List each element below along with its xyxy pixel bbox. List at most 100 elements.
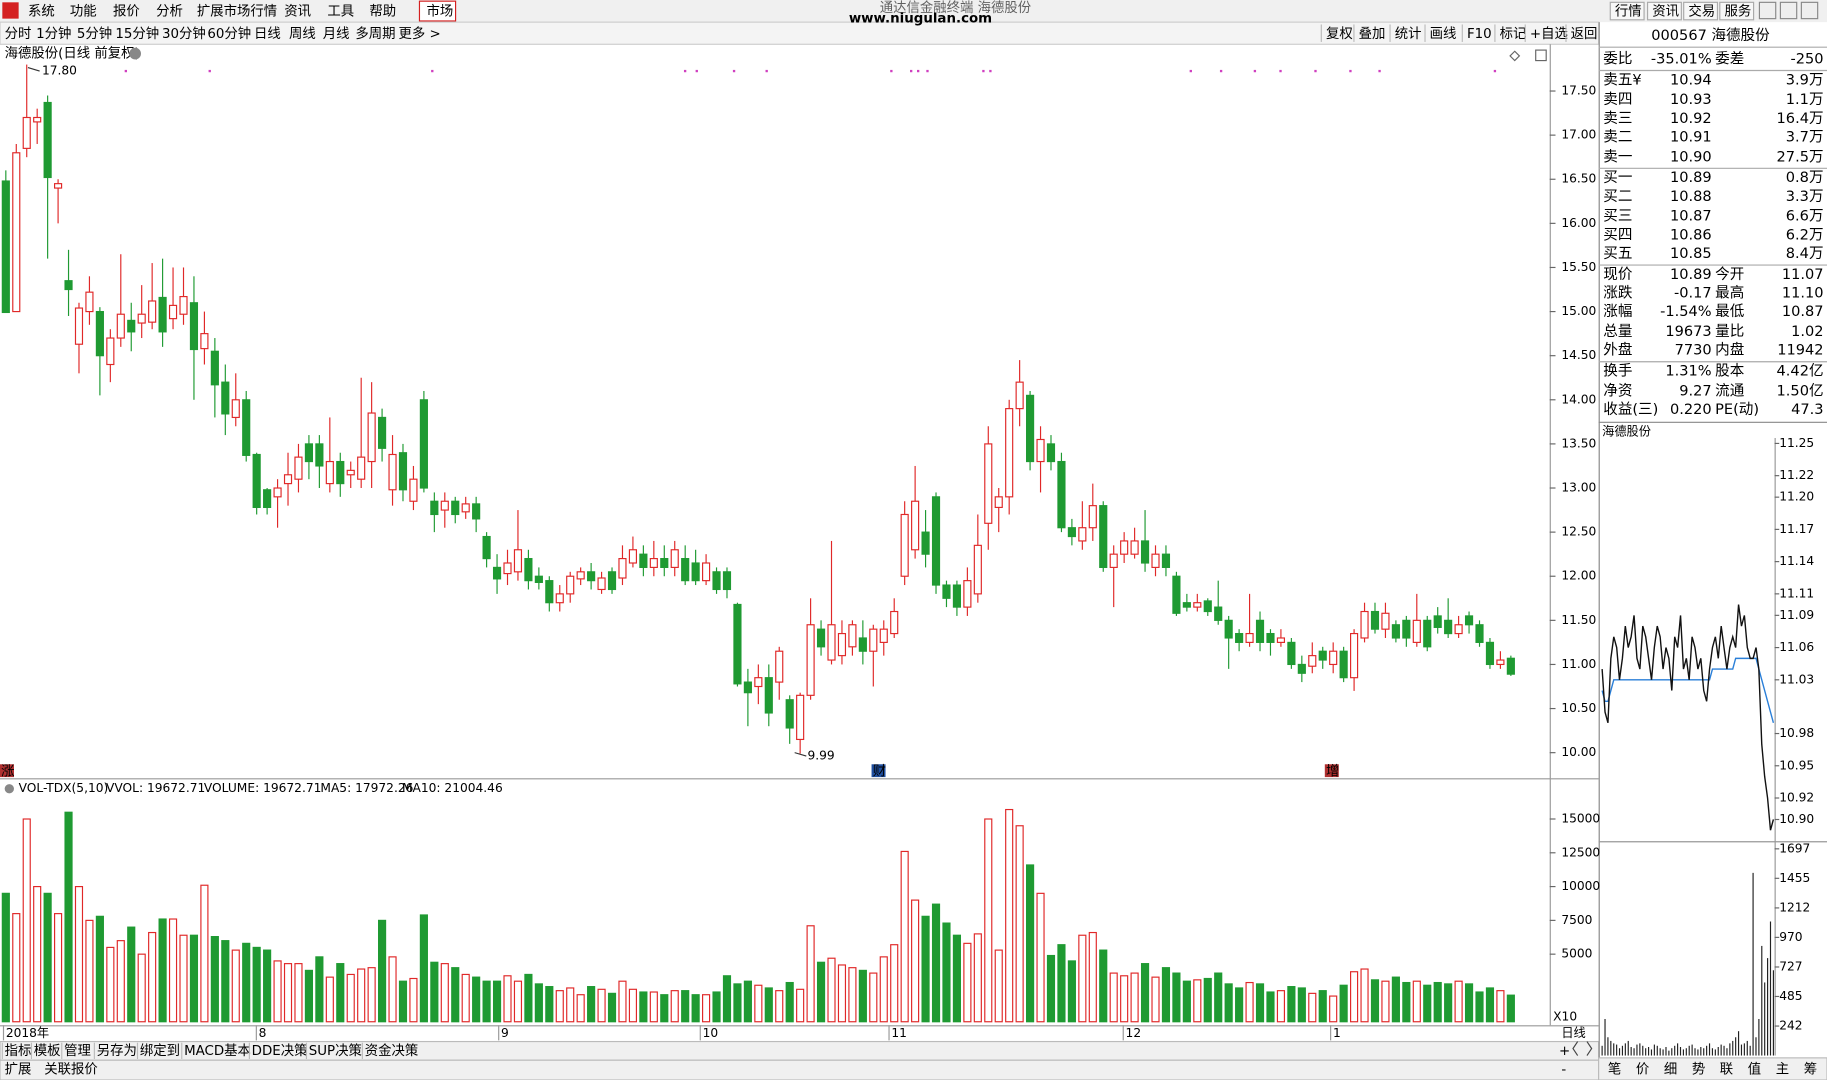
intraday-button[interactable]: 联 [1720, 1062, 1733, 1078]
value: 1.50亿 [1777, 382, 1824, 399]
window-restore[interactable] [1779, 1, 1798, 20]
bottom-tab[interactable]: 绑定到 [140, 1043, 180, 1059]
intraday-button[interactable]: 筹 [1804, 1061, 1817, 1078]
tool-button[interactable]: 复权 [1326, 25, 1353, 42]
intraday-button[interactable]: 势 [1692, 1062, 1705, 1078]
candle-body [785, 699, 794, 729]
candle-body [231, 399, 240, 419]
volume-bar [1276, 990, 1286, 1023]
book-label: 卖四 [1603, 91, 1632, 108]
period-tab[interactable]: 分时 [5, 26, 32, 42]
bottom-tab[interactable]: MACD基本 [184, 1042, 251, 1059]
event-tag[interactable]: 增 [1326, 763, 1339, 779]
tool-button[interactable]: 返回 [1571, 26, 1598, 42]
top-button[interactable]: 资讯 [1652, 4, 1679, 20]
y-tick-label: 15.50 [1561, 260, 1596, 274]
period-tab[interactable]: 周线 [289, 26, 316, 42]
candle-body [963, 580, 972, 608]
candle-body [461, 503, 470, 513]
intraday-button[interactable]: 价 [1636, 1063, 1649, 1078]
period-tab[interactable]: 15分钟 [115, 25, 159, 42]
intraday-button[interactable]: 笔 [1608, 1062, 1621, 1078]
top-button[interactable]: 行情 [1615, 4, 1642, 20]
label: 换手 [1603, 363, 1632, 380]
bottom-tab[interactable]: 指标 [5, 1043, 32, 1059]
top-button-frame[interactable] [1609, 1, 1645, 21]
y-tick-label: 11.03 [1779, 672, 1814, 686]
menu-item[interactable]: 工具 [327, 5, 354, 20]
volume-bar [33, 886, 42, 1023]
period-tab[interactable]: 60分钟 [207, 25, 251, 42]
event-tag[interactable]: 涨 [1, 763, 14, 779]
bottom-tab[interactable]: 模板 [34, 1043, 61, 1059]
tool-button[interactable]: F10 [1467, 27, 1492, 42]
menu-item[interactable]: 分析 [156, 4, 183, 20]
bottom-tab[interactable]: 另存为 [97, 1043, 137, 1059]
y-tick-label: 1455 [1779, 871, 1810, 885]
scroll-arrows[interactable] [1572, 1041, 1593, 1056]
vol-dropdown[interactable] [4, 784, 14, 794]
tool-button[interactable]: +自选 [1530, 26, 1568, 42]
period-tab[interactable]: 多周期 [355, 25, 395, 42]
top-button-frame[interactable] [1719, 1, 1755, 21]
tool-button[interactable]: 标记 [1500, 26, 1527, 42]
volume-bar [743, 980, 752, 1023]
menu-item[interactable]: 资讯 [284, 4, 311, 20]
y-tick-label: 13.00 [1561, 481, 1596, 495]
candle-body [158, 296, 167, 333]
status-item[interactable]: 扩展 [5, 1062, 32, 1078]
tool-button[interactable]: 统计 [1395, 26, 1422, 42]
title-dropdown[interactable] [129, 47, 141, 60]
volume-bar [691, 994, 700, 1023]
top-button[interactable]: 服务 [1724, 4, 1751, 20]
y-tick-label: 10.00 [1561, 745, 1596, 759]
candle-body [492, 566, 502, 580]
menu-item[interactable]: 市场 [426, 3, 453, 20]
zoom-button[interactable]: + [1559, 1044, 1570, 1059]
book-price: 10.85 [1670, 245, 1712, 262]
menu-item[interactable]: 帮助 [369, 4, 396, 20]
watermark: www.niugulan.com [849, 12, 992, 27]
menu-item[interactable]: 功能 [70, 4, 97, 20]
tool-button[interactable]: 画线 [1430, 26, 1457, 42]
candle-body [1339, 650, 1348, 679]
book-volume: 8.4万 [1786, 245, 1824, 262]
event-tag-bg[interactable] [871, 764, 886, 778]
top-button[interactable]: 交易 [1688, 3, 1715, 20]
top-button-frame[interactable] [1646, 1, 1682, 21]
period-tab[interactable]: 更多 > [398, 25, 440, 42]
tool-button[interactable]: 叠加 [1359, 26, 1386, 42]
window-minimize[interactable] [1758, 1, 1777, 20]
intraday-avg-line [1601, 657, 1775, 723]
y-tick-label: 11.22 [1779, 468, 1814, 482]
intraday-button[interactable]: 主 [1776, 1062, 1789, 1078]
candle-body [712, 571, 721, 591]
period-tab[interactable]: 日线 [254, 26, 281, 42]
event-tag-bg[interactable] [0, 764, 14, 778]
bottom-tab[interactable]: 管理 [64, 1043, 91, 1059]
top-button-frame[interactable] [1683, 1, 1719, 21]
period-tab[interactable]: 1分钟 [36, 25, 71, 42]
event-tag[interactable]: 财 [873, 763, 886, 779]
bottom-tab[interactable]: SUP决策 [309, 1042, 362, 1059]
bottom-tab[interactable]: 资金决策 [365, 1042, 419, 1059]
zoom-button[interactable]: - [1561, 1063, 1566, 1078]
candle-body [628, 549, 638, 564]
intraday-button[interactable]: 值 [1748, 1062, 1761, 1078]
bottom-tab[interactable]: DDE决策 [252, 1042, 308, 1059]
status-item[interactable]: 关联报价 [44, 1062, 98, 1078]
intraday-button[interactable]: 细 [1664, 1062, 1677, 1078]
menu-item[interactable]: 系统 [28, 4, 55, 20]
period-tab[interactable]: 5分钟 [77, 25, 112, 42]
y-tick-label: 10.50 [1561, 701, 1596, 715]
volume-bar [1255, 983, 1265, 1023]
menu-item[interactable]: 报价 [113, 4, 140, 20]
menu-item[interactable]: 扩展市场行情 [197, 3, 277, 20]
period-tab[interactable]: 30分钟 [162, 25, 206, 42]
period-tab[interactable]: 月线 [323, 26, 350, 42]
candle-body [1454, 624, 1463, 635]
event-tag-bg[interactable] [1324, 764, 1339, 778]
y-tick-label: 10.95 [1779, 758, 1814, 772]
window-close[interactable] [1800, 1, 1819, 20]
